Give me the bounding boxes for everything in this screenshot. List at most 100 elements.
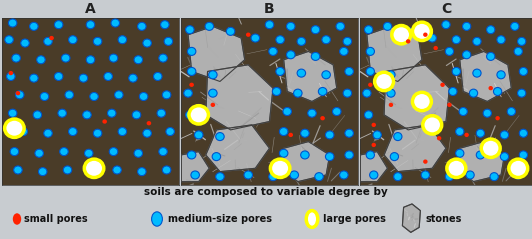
- Circle shape: [93, 129, 102, 137]
- Circle shape: [93, 37, 102, 45]
- Circle shape: [476, 129, 485, 137]
- Circle shape: [445, 173, 454, 181]
- Circle shape: [488, 86, 493, 90]
- Circle shape: [265, 21, 274, 29]
- Circle shape: [392, 26, 411, 44]
- Circle shape: [9, 71, 13, 75]
- Circle shape: [6, 72, 15, 81]
- Circle shape: [519, 129, 528, 137]
- Circle shape: [306, 211, 318, 228]
- Circle shape: [404, 27, 412, 35]
- Circle shape: [287, 22, 295, 30]
- Circle shape: [294, 89, 302, 97]
- Circle shape: [487, 52, 495, 60]
- Text: B: B: [264, 2, 275, 16]
- Circle shape: [345, 67, 353, 76]
- Circle shape: [490, 173, 498, 181]
- Circle shape: [90, 92, 98, 100]
- Circle shape: [189, 106, 209, 124]
- Circle shape: [481, 139, 500, 158]
- Circle shape: [421, 171, 429, 179]
- Circle shape: [212, 153, 221, 161]
- Circle shape: [363, 89, 371, 97]
- Circle shape: [118, 128, 127, 136]
- Circle shape: [69, 128, 77, 136]
- Circle shape: [412, 22, 431, 41]
- Circle shape: [497, 71, 505, 79]
- Circle shape: [164, 37, 172, 45]
- Circle shape: [518, 37, 526, 45]
- Circle shape: [288, 133, 293, 137]
- Circle shape: [332, 108, 341, 115]
- Circle shape: [452, 36, 461, 44]
- Circle shape: [189, 83, 194, 87]
- Circle shape: [107, 109, 116, 117]
- Polygon shape: [284, 51, 337, 102]
- Circle shape: [143, 39, 152, 47]
- Text: soils are composed to variable degree by: soils are composed to variable degree by: [144, 187, 388, 197]
- Polygon shape: [188, 26, 245, 81]
- Circle shape: [322, 71, 330, 79]
- Circle shape: [143, 129, 152, 137]
- Circle shape: [364, 26, 373, 34]
- Circle shape: [269, 173, 277, 181]
- Circle shape: [14, 166, 22, 174]
- Circle shape: [54, 21, 63, 29]
- Circle shape: [226, 27, 235, 35]
- Circle shape: [187, 47, 196, 55]
- Circle shape: [138, 168, 146, 176]
- Circle shape: [364, 111, 373, 119]
- Circle shape: [434, 46, 438, 50]
- Circle shape: [440, 83, 445, 87]
- Circle shape: [60, 148, 68, 156]
- Circle shape: [297, 37, 305, 45]
- Circle shape: [246, 33, 251, 37]
- Circle shape: [205, 22, 213, 30]
- Circle shape: [187, 67, 196, 76]
- Circle shape: [276, 67, 285, 76]
- Circle shape: [82, 111, 91, 119]
- Circle shape: [320, 116, 325, 120]
- Polygon shape: [456, 141, 504, 182]
- Circle shape: [339, 171, 348, 179]
- Circle shape: [118, 36, 127, 44]
- Circle shape: [466, 171, 474, 179]
- Circle shape: [152, 212, 162, 226]
- Circle shape: [10, 148, 19, 156]
- Circle shape: [44, 129, 52, 137]
- Circle shape: [287, 51, 295, 59]
- Circle shape: [343, 89, 352, 97]
- Text: large pores: large pores: [323, 214, 386, 224]
- Polygon shape: [384, 65, 450, 130]
- Circle shape: [9, 19, 17, 27]
- Circle shape: [13, 213, 21, 225]
- Circle shape: [113, 166, 121, 174]
- Circle shape: [301, 151, 309, 159]
- Circle shape: [186, 111, 194, 119]
- Circle shape: [35, 149, 44, 157]
- Circle shape: [375, 72, 394, 91]
- Circle shape: [371, 143, 376, 147]
- Text: small pores: small pores: [24, 214, 88, 224]
- Circle shape: [269, 47, 277, 55]
- Circle shape: [159, 54, 168, 62]
- Circle shape: [301, 129, 309, 137]
- Circle shape: [437, 136, 442, 140]
- Circle shape: [79, 74, 88, 82]
- Circle shape: [102, 119, 107, 124]
- Circle shape: [154, 72, 162, 81]
- Circle shape: [290, 171, 298, 179]
- Circle shape: [442, 21, 450, 29]
- Circle shape: [497, 36, 505, 44]
- Polygon shape: [181, 152, 209, 182]
- Circle shape: [159, 148, 168, 156]
- Circle shape: [187, 151, 196, 159]
- Polygon shape: [402, 204, 420, 232]
- Circle shape: [40, 92, 49, 100]
- Circle shape: [5, 36, 13, 44]
- Circle shape: [166, 128, 174, 136]
- Circle shape: [428, 34, 436, 42]
- Circle shape: [476, 151, 485, 159]
- Circle shape: [412, 92, 431, 111]
- Circle shape: [279, 149, 288, 157]
